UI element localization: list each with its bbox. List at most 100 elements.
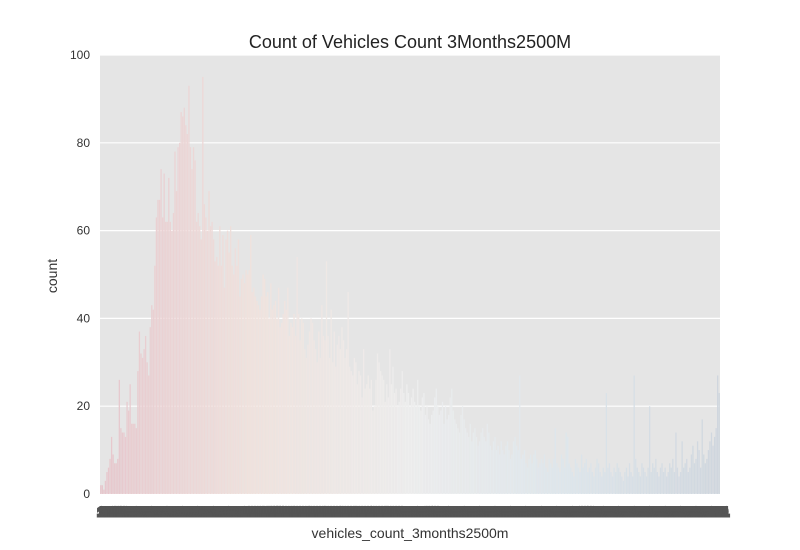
x-tick-label: 188 [380, 505, 400, 519]
x-tick-label: 177 [363, 505, 383, 519]
bar [134, 423, 136, 494]
x-tick-label: 357 [641, 505, 661, 519]
bar [438, 414, 441, 494]
x-tick-label: 132 [293, 505, 313, 519]
x-tick-label: 56 [179, 505, 193, 519]
bar [298, 314, 300, 494]
x-tick-label: 178 [364, 505, 384, 519]
x-tick-label: 41 [156, 505, 170, 519]
bar [432, 410, 434, 494]
x-tick-label: 20 [123, 505, 137, 519]
bar [406, 384, 408, 494]
x-tick-label: 355 [638, 505, 658, 519]
x-tick-label: 336 [609, 505, 629, 519]
bar [522, 454, 524, 494]
x-tick-label: 398 [705, 505, 725, 519]
bar [222, 234, 224, 495]
bar [604, 472, 606, 494]
bar [418, 406, 420, 494]
bar [529, 454, 532, 494]
bar [291, 327, 294, 494]
x-tick-label: 170 [352, 505, 372, 519]
x-tick-label: 219 [428, 505, 448, 519]
x-tick-label: 397 [703, 505, 723, 519]
bar [455, 423, 458, 494]
x-tick-label: 142 [309, 505, 329, 519]
x-tick-label: 35 [147, 505, 161, 519]
x-tick-label: 134 [296, 505, 316, 519]
x-tick-label: 128 [287, 505, 307, 519]
x-tick-label: 158 [334, 505, 354, 519]
bar [271, 309, 274, 494]
x-tick-label: 45 [162, 505, 176, 519]
bar [321, 305, 323, 494]
bar [516, 445, 518, 494]
x-tick-label: 38 [151, 505, 165, 519]
bar [123, 432, 125, 494]
x-tick-label: 340 [615, 505, 635, 519]
x-tick-label: 210 [414, 505, 434, 519]
x-tick-label: 360 [646, 505, 666, 519]
x-tick-label: 144 [312, 505, 332, 519]
bar [681, 441, 683, 494]
bar [465, 428, 467, 494]
bar [437, 406, 439, 494]
x-tick-label: 141 [307, 505, 327, 519]
bar [140, 353, 142, 494]
bar [332, 362, 334, 494]
bar [497, 445, 499, 494]
bar [608, 463, 611, 494]
bar [534, 450, 536, 494]
bar [463, 419, 465, 494]
bar [593, 476, 595, 494]
x-tick-label: 289 [536, 505, 556, 519]
x-tick-label: 172 [355, 505, 375, 519]
x-tick-label: 290 [538, 505, 558, 519]
x-tick-label: 66 [195, 505, 209, 519]
bar [579, 472, 581, 494]
x-tick-label: 97 [243, 505, 257, 519]
bar [375, 379, 377, 494]
x-tick-label: 17 [119, 505, 133, 519]
bar [559, 472, 561, 494]
bar [546, 472, 549, 494]
bar [410, 397, 413, 494]
x-tick-label: 69 [199, 505, 213, 519]
bar [208, 191, 210, 494]
x-tick-label: 401 [709, 505, 729, 519]
x-tick-label: 182 [371, 505, 391, 519]
bar [267, 292, 269, 494]
bar [495, 450, 498, 494]
bar [421, 397, 424, 494]
bar [412, 388, 414, 494]
bar [293, 314, 295, 494]
x-tick-label: 27 [134, 505, 148, 519]
x-tick-label: 13 [113, 505, 127, 519]
bar [296, 256, 298, 494]
x-tick-label: 162 [340, 505, 360, 519]
x-tick-label: 220 [429, 505, 449, 519]
bar [154, 265, 156, 494]
bar [268, 318, 270, 494]
x-tick-label: 214 [420, 505, 440, 519]
x-tick-label: 1 [97, 505, 104, 519]
x-tick-label: 80 [216, 505, 230, 519]
x-tick-label: 33 [144, 505, 158, 519]
bar [631, 476, 634, 494]
x-tick-label: 323 [589, 505, 609, 519]
bar [216, 256, 218, 494]
bar [338, 335, 340, 494]
x-tick-label: 200 [398, 505, 418, 519]
x-tick-label: 94 [238, 505, 252, 519]
bar [121, 432, 124, 494]
x-tick-label: 305 [561, 505, 581, 519]
x-tick-label: 100 [244, 505, 264, 519]
bar [413, 401, 416, 494]
bar [307, 344, 309, 494]
x-tick-label: 385 [684, 505, 704, 519]
x-tick-label: 81 [218, 505, 232, 519]
bar [424, 414, 427, 494]
bar [330, 309, 332, 494]
x-tick-label: 54 [176, 505, 190, 519]
bar [335, 366, 337, 494]
